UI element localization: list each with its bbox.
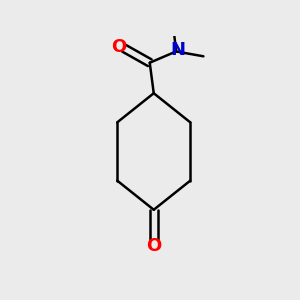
Text: N: N	[171, 41, 186, 59]
Text: O: O	[111, 38, 126, 56]
Text: O: O	[146, 237, 161, 255]
